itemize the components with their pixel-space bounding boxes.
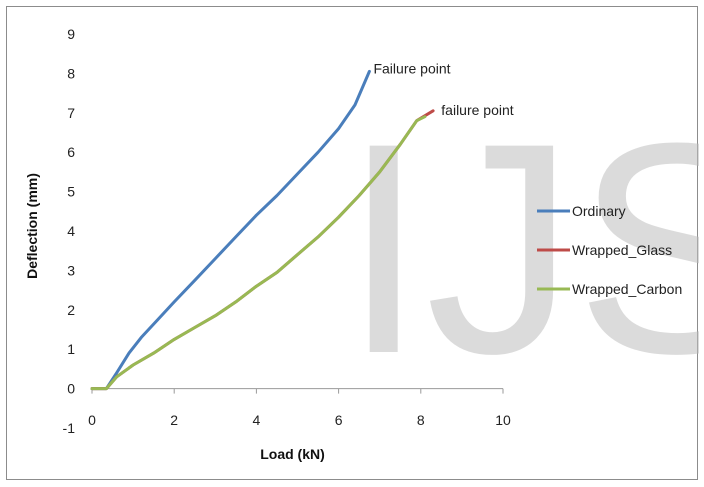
y-tick-label: 1	[67, 341, 75, 357]
y-axis-title: Deflection (mm)	[24, 173, 40, 279]
x-tick-label: 2	[170, 412, 178, 428]
y-tick-label: 4	[67, 223, 75, 239]
annotations: Failure point failure point	[373, 60, 513, 117]
x-tick-label: 0	[88, 412, 96, 428]
y-tick-label: -1	[63, 420, 76, 436]
legend-label: Wrapped_Glass	[572, 242, 672, 258]
x-tick-label: 4	[253, 412, 261, 428]
y-tick-label: 2	[67, 302, 75, 318]
legend: Ordinary Wrapped_Glass Wrapped_Carbon	[537, 203, 682, 297]
annotation-label: Failure point	[373, 60, 450, 76]
watermark-text: IJS	[342, 80, 699, 416]
y-tick-label: 0	[67, 381, 75, 397]
series-line-ordinary	[90, 69, 371, 391]
legend-label: Ordinary	[572, 203, 626, 219]
y-tick-label: 3	[67, 262, 75, 278]
y-tick-label: 9	[67, 26, 75, 42]
x-tick-label: 10	[495, 412, 511, 428]
series-line-wrapped-carbon	[90, 115, 427, 391]
series-group	[90, 69, 435, 391]
y-tick-label: 8	[67, 65, 75, 81]
x-tick-label: 6	[335, 412, 343, 428]
annotation-label: failure point	[441, 102, 513, 118]
x-axis-title: Load (kN)	[260, 446, 325, 462]
y-tick-label: 5	[67, 184, 75, 200]
chart-frame: IJS 0 2 4 6 8 10 -1 0 1 2 3 4 5 6 7 8 9 Deflection (mm) …	[6, 6, 699, 480]
axes: 0 2 4 6 8 10 -1 0 1 2 3 4 5 6 7 8 9	[63, 26, 511, 436]
y-tick-label: 7	[67, 105, 75, 121]
x-tick-label: 8	[417, 412, 425, 428]
y-tick-label: 6	[67, 144, 75, 160]
legend-label: Wrapped_Carbon	[572, 281, 682, 297]
